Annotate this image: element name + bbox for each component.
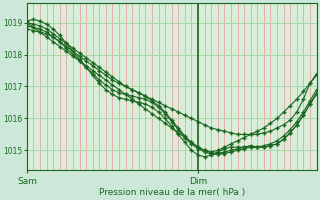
X-axis label: Pression niveau de la mer( hPa ): Pression niveau de la mer( hPa ) — [99, 188, 245, 197]
